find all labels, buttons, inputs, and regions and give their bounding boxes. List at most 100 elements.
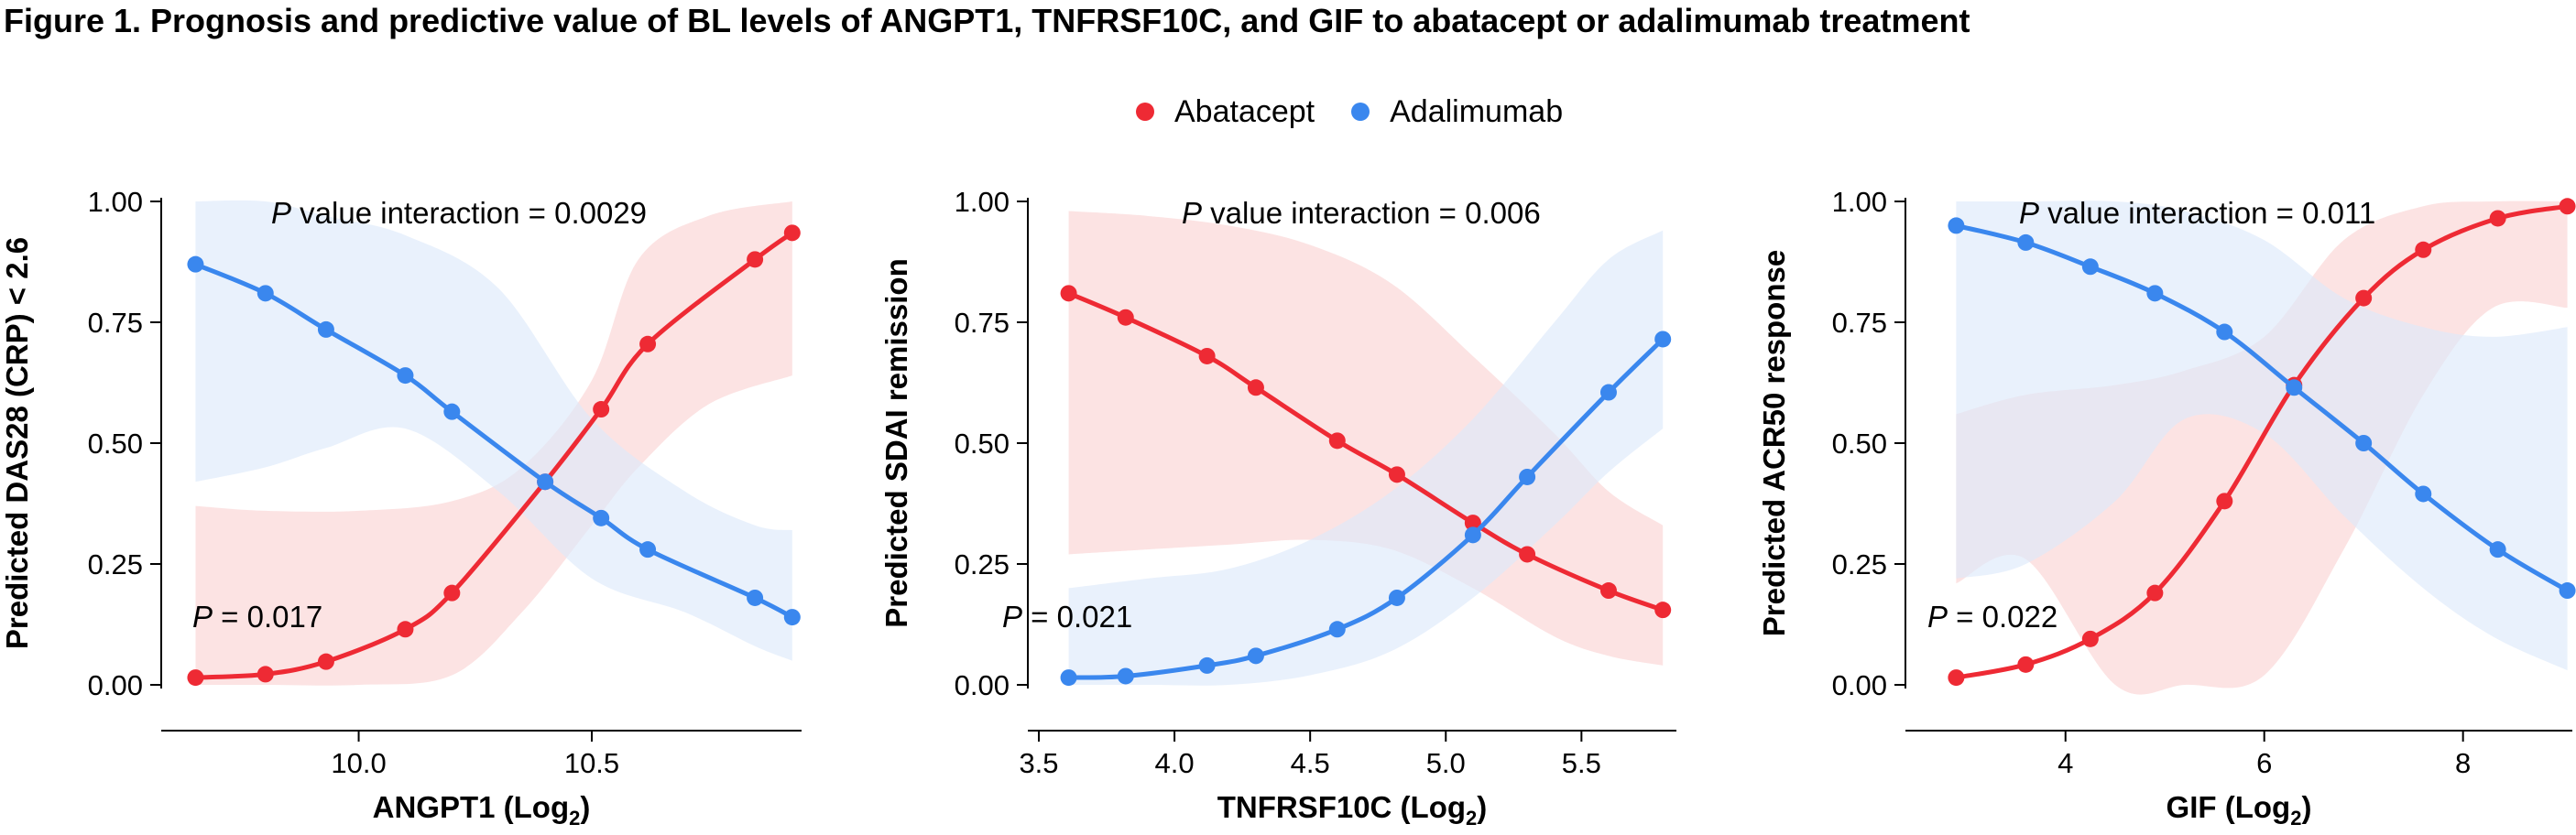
data-point-abatacept <box>1247 379 1264 396</box>
data-point-adalimumab <box>1328 621 1346 638</box>
data-point-abatacept <box>317 653 334 670</box>
data-point-abatacept <box>2216 493 2233 510</box>
interaction-p-annotation: P value interaction = 0.0029 <box>271 196 647 230</box>
data-point-adalimumab <box>2489 541 2506 558</box>
data-point-abatacept <box>593 401 610 418</box>
data-point-abatacept <box>2559 198 2576 215</box>
data-point-adalimumab <box>1599 384 1617 401</box>
legend-item-abatacept: Abatacept <box>1136 94 1315 130</box>
x-tick-label: 3.5 <box>1019 747 1058 779</box>
data-point-adalimumab <box>2216 323 2233 341</box>
data-point-adalimumab <box>1464 526 1481 544</box>
data-point-adalimumab <box>1060 669 1077 687</box>
series-line-adalimumab <box>1068 337 1665 680</box>
data-point-abatacept <box>1198 347 1216 364</box>
data-point-abatacept <box>2489 210 2506 227</box>
data-point-adalimumab <box>537 473 554 491</box>
y-tick-label: 0.00 <box>88 669 143 701</box>
series-line-adalimumab <box>194 262 793 620</box>
data-point-adalimumab <box>397 367 414 385</box>
data-point-adalimumab <box>1388 589 1405 606</box>
data-point-adalimumab <box>1948 217 1965 234</box>
y-axis-label: Predicted ACR50 response <box>1757 250 1791 636</box>
y-tick-label: 0.50 <box>1832 428 1887 460</box>
data-point-adalimumab <box>1198 656 1216 674</box>
series-line-abatacept <box>1955 203 2569 680</box>
y-axis-label: Predicted SDAI remission <box>879 258 913 627</box>
data-point-abatacept <box>187 669 204 687</box>
data-point-adalimumab <box>2559 582 2576 600</box>
data-point-adalimumab <box>747 589 764 606</box>
data-point-abatacept <box>783 224 801 242</box>
data-point-abatacept <box>257 666 274 683</box>
y-tick-label: 0.00 <box>1832 669 1887 701</box>
y-tick-label: 1.00 <box>88 186 143 218</box>
data-point-adalimumab <box>2355 435 2373 451</box>
data-point-adalimumab <box>2415 485 2432 503</box>
series-line-abatacept <box>1067 291 1665 613</box>
data-point-adalimumab <box>187 255 204 273</box>
y-tick-label: 1.00 <box>955 186 1010 218</box>
y-tick-label: 0.75 <box>88 307 143 339</box>
chart-panel-2: 0.00 0.25 0.50 0.75 1.00 3.5 4.0 4.5 5.0 5.5 TNFRS… <box>879 186 1676 830</box>
y-tick-label: 0.50 <box>955 428 1010 460</box>
x-tick-label: 8 <box>2455 747 2471 779</box>
data-point-adalimumab <box>2017 233 2035 251</box>
data-point-adalimumab <box>783 609 801 626</box>
data-point-abatacept <box>747 251 764 268</box>
x-axis-label: TNFRSF10C (Log2) <box>1217 790 1488 830</box>
legend-dot-abatacept <box>1136 103 1154 121</box>
legend-label-adalimumab: Adalimumab <box>1390 93 1564 129</box>
confidence-band-adalimumab <box>1956 201 2568 671</box>
data-point-adalimumab <box>1654 331 1672 348</box>
data-point-abatacept <box>397 621 414 638</box>
x-tick-label: 6 <box>2256 747 2272 779</box>
confidence-band-adalimumab <box>1068 230 1664 686</box>
data-point-abatacept <box>2355 289 2373 307</box>
x-tick-label: 10.0 <box>331 747 386 779</box>
y-tick-label: 0.00 <box>955 669 1010 701</box>
data-point-abatacept <box>1948 669 1965 687</box>
legend-label-abatacept: Abatacept <box>1174 93 1315 129</box>
legend-dot-adalimumab <box>1351 103 1370 121</box>
data-point-abatacept <box>1117 309 1134 326</box>
data-point-adalimumab <box>2081 258 2099 276</box>
confidence-band-abatacept <box>1956 201 2568 695</box>
figure-title: Figure 1. Prognosis and predictive value… <box>4 2 1970 39</box>
chart-panel-1: 0.00 0.25 0.50 0.75 1.00 10.0 10.5 ANGPT1 (Log2… <box>0 186 802 830</box>
data-point-abatacept <box>1060 285 1077 302</box>
x-tick-label: 5.5 <box>1562 747 1601 779</box>
data-point-adalimumab <box>2146 285 2164 302</box>
data-point-adalimumab <box>317 320 334 338</box>
data-point-adalimumab <box>1117 667 1134 685</box>
data-point-abatacept <box>443 584 461 602</box>
x-tick-label: 4 <box>2058 747 2073 779</box>
x-tick-label: 4.5 <box>1291 747 1330 779</box>
x-tick-label: 5.0 <box>1426 747 1466 779</box>
x-tick-label: 4.0 <box>1155 747 1195 779</box>
y-axis-label: Predicted DAS28 (CRP) < 2.6 <box>0 237 34 649</box>
data-point-abatacept <box>1599 582 1617 600</box>
data-point-abatacept <box>1519 546 1536 563</box>
y-tick-label: 0.25 <box>88 548 143 580</box>
x-tick-label: 10.5 <box>564 747 619 779</box>
data-point-adalimumab <box>443 403 461 420</box>
y-tick-label: 0.25 <box>955 548 1010 580</box>
legend: Abatacept Adalimumab <box>1136 92 1599 132</box>
series-line-abatacept <box>195 231 794 680</box>
y-tick-label: 0.75 <box>955 307 1010 339</box>
data-point-abatacept <box>2415 241 2432 258</box>
y-tick-label: 0.50 <box>88 428 143 460</box>
data-point-abatacept <box>1464 515 1481 532</box>
x-axis-label: ANGPT1 (Log2) <box>373 790 591 830</box>
confidence-band-abatacept <box>195 201 792 686</box>
data-point-adalimumab <box>593 509 610 526</box>
data-point-adalimumab <box>639 541 657 558</box>
data-point-adalimumab <box>1519 468 1536 485</box>
chart-panel-3: 0.00 0.25 0.50 0.75 1.00 4 6 8 GIF (Log2) Predict… <box>1757 186 2576 830</box>
main-p-annotation: P = 0.022 <box>1927 600 2058 634</box>
interaction-p-annotation: P value interaction = 0.011 <box>2019 196 2375 230</box>
data-point-abatacept <box>1328 432 1346 450</box>
interaction-p-annotation: P value interaction = 0.006 <box>1182 196 1541 230</box>
